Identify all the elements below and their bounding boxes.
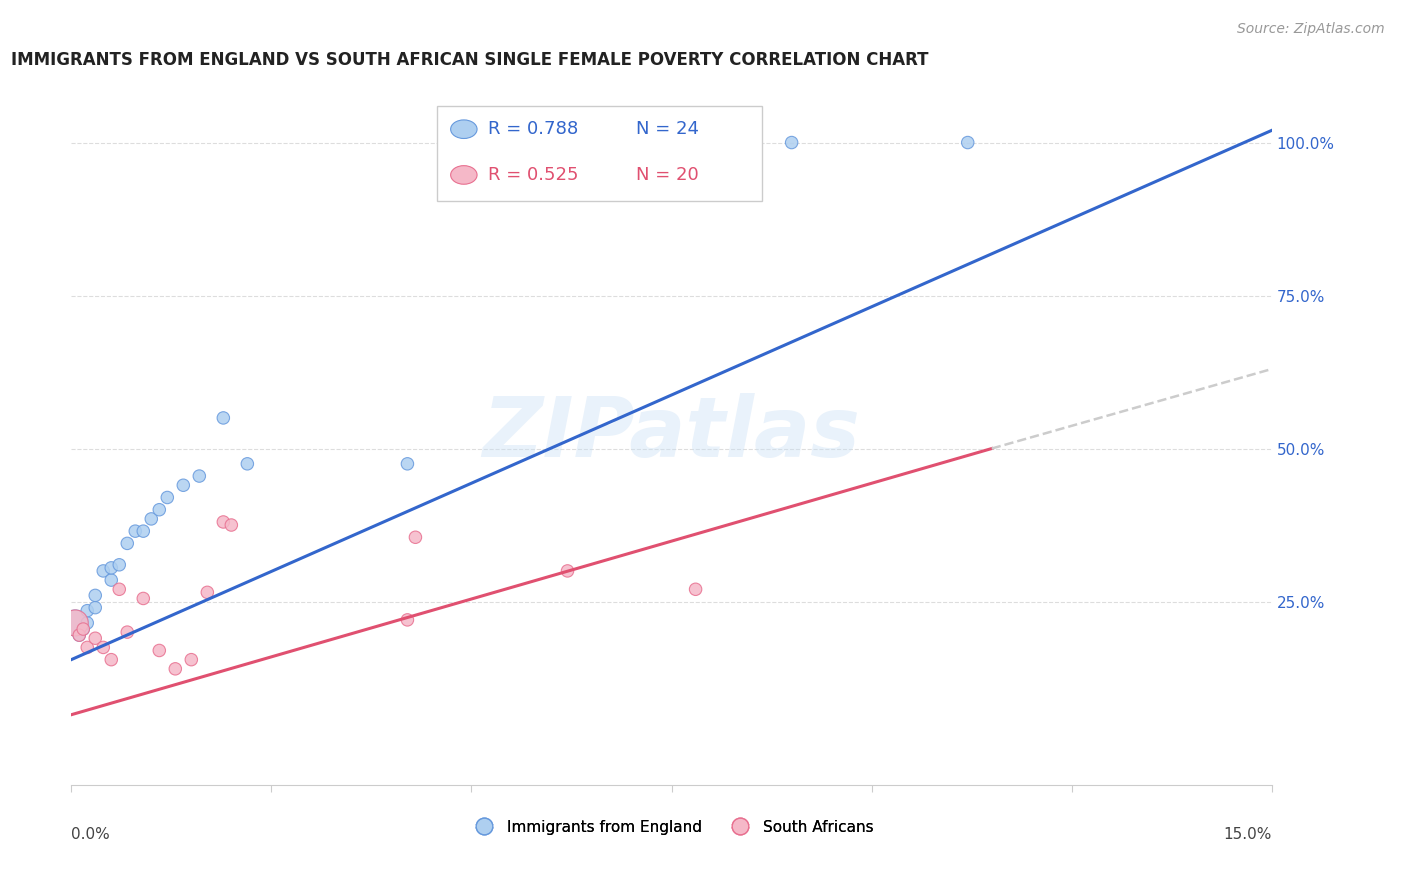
Point — [780, 136, 803, 150]
Point — [221, 518, 243, 533]
Text: 15.0%: 15.0% — [1223, 828, 1272, 842]
Point — [188, 469, 211, 483]
Point — [685, 582, 707, 597]
Point — [84, 588, 107, 602]
Point — [117, 536, 139, 550]
Point — [91, 640, 114, 655]
Point — [557, 564, 579, 578]
Text: N = 24: N = 24 — [636, 120, 699, 138]
Point — [108, 582, 131, 597]
Ellipse shape — [451, 166, 477, 185]
Point — [195, 585, 218, 599]
Point — [236, 457, 259, 471]
Point — [141, 512, 163, 526]
Point — [148, 643, 170, 657]
Point — [76, 640, 98, 655]
Text: ZIPatlas: ZIPatlas — [482, 392, 860, 474]
Point — [65, 615, 87, 630]
Point — [100, 573, 122, 587]
Point — [396, 613, 419, 627]
Point — [72, 622, 94, 636]
Point — [76, 615, 98, 630]
Point — [956, 136, 979, 150]
Point — [67, 628, 90, 642]
Point — [91, 564, 114, 578]
Point — [148, 502, 170, 516]
Bar — [437, 106, 762, 201]
Text: R = 0.525: R = 0.525 — [488, 166, 578, 184]
Point — [132, 524, 155, 538]
Point — [180, 653, 202, 667]
Text: R = 0.788: R = 0.788 — [488, 120, 578, 138]
Point — [67, 628, 90, 642]
Point — [172, 478, 194, 492]
Ellipse shape — [451, 120, 477, 138]
Point — [156, 491, 179, 505]
Point — [117, 625, 139, 640]
Point — [165, 662, 187, 676]
Point — [132, 591, 155, 606]
Point — [124, 524, 146, 538]
Point — [404, 530, 426, 544]
Point — [84, 600, 107, 615]
Text: N = 20: N = 20 — [636, 166, 699, 184]
Point — [76, 604, 98, 618]
Legend: Immigrants from England, South Africans: Immigrants from England, South Africans — [463, 814, 880, 841]
Text: Source: ZipAtlas.com: Source: ZipAtlas.com — [1237, 22, 1385, 37]
Point — [65, 615, 87, 630]
Text: 0.0%: 0.0% — [72, 828, 110, 842]
Text: IMMIGRANTS FROM ENGLAND VS SOUTH AFRICAN SINGLE FEMALE POVERTY CORRELATION CHART: IMMIGRANTS FROM ENGLAND VS SOUTH AFRICAN… — [11, 51, 929, 69]
Point — [212, 411, 235, 425]
Point — [84, 632, 107, 646]
Point — [100, 653, 122, 667]
Point — [100, 561, 122, 575]
Point — [212, 515, 235, 529]
Point — [72, 622, 94, 636]
Point — [108, 558, 131, 572]
Point — [396, 457, 419, 471]
